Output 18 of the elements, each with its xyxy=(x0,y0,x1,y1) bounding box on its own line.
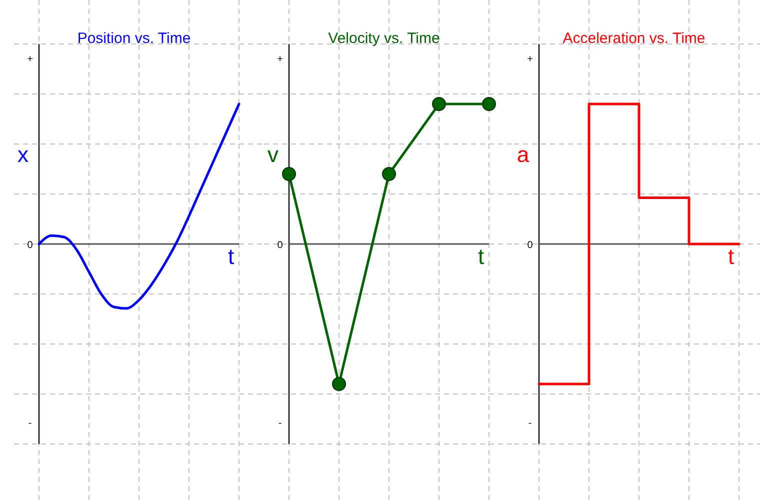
text: + xyxy=(27,54,34,65)
text: - xyxy=(28,418,32,429)
text: + xyxy=(277,54,284,65)
chart-title: Position vs. Time xyxy=(77,30,191,47)
x-axis-title: t xyxy=(478,244,484,269)
x-axis-title: t xyxy=(228,244,234,269)
text: - xyxy=(528,418,532,429)
y-axis-title: v xyxy=(268,142,278,167)
text: + xyxy=(527,54,534,65)
text: 0 xyxy=(27,240,34,251)
annotation: 0 xyxy=(277,240,284,251)
chart-title: Acceleration vs. Time xyxy=(562,30,706,47)
chart-title: Velocity vs. Time xyxy=(328,30,440,47)
x-axis-title: t xyxy=(728,244,734,269)
text: - xyxy=(278,418,282,429)
annotation: 0 xyxy=(527,240,534,251)
y-axis-title: a xyxy=(516,142,530,167)
y-axis-title: x xyxy=(18,142,28,167)
